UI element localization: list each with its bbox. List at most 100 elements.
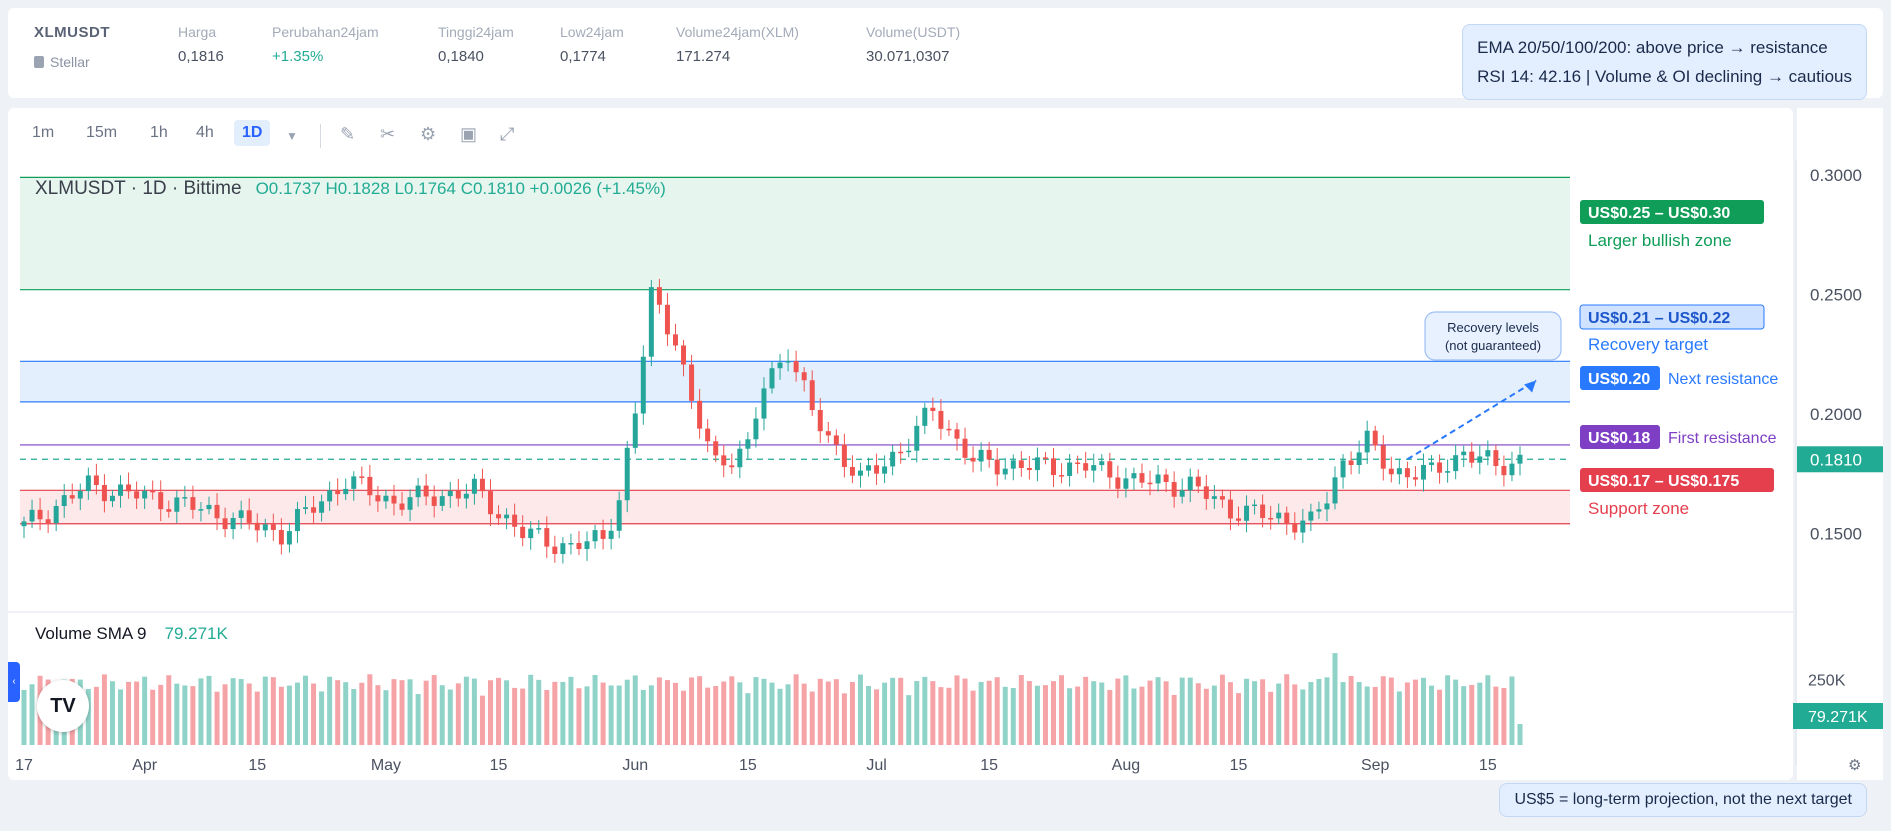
volume-bar — [713, 686, 719, 745]
volume-bar — [1252, 681, 1258, 745]
candle-body — [817, 410, 823, 432]
recovery-annotation-bubble — [1424, 311, 1562, 361]
candle-body — [906, 450, 912, 453]
candle-body — [45, 519, 51, 523]
interval-1h[interactable]: 1h — [150, 124, 168, 141]
candle-body — [1163, 474, 1169, 483]
candle-body — [777, 362, 783, 369]
chevron-down-icon[interactable]: ▼ — [286, 129, 298, 143]
volume-bar — [777, 688, 783, 745]
interval-1d[interactable]: 1D — [234, 120, 271, 146]
candle-body — [753, 418, 759, 440]
interval-1m[interactable]: 1m — [32, 124, 55, 141]
volume-bar — [85, 688, 91, 745]
volume-bar — [560, 681, 566, 745]
candle-body — [769, 368, 775, 389]
volume-bar — [1380, 676, 1386, 745]
candle-body — [592, 530, 598, 542]
candle-body — [1396, 468, 1402, 475]
volume-bar — [681, 690, 687, 745]
volume-bar — [1139, 686, 1145, 745]
candle-body — [303, 507, 308, 509]
candle-body — [544, 528, 550, 547]
candle-body — [713, 441, 719, 456]
candle-body — [1300, 520, 1306, 533]
pencil-icon[interactable]: ✎ — [340, 124, 356, 144]
volume-bar — [970, 690, 976, 745]
volume-sma-tag-text: 79.271K — [1808, 709, 1868, 726]
candle-body — [455, 490, 461, 499]
candle-body — [447, 490, 453, 497]
volume-bar — [1284, 674, 1290, 745]
volume-bar — [1123, 675, 1129, 745]
candle-body — [1437, 462, 1443, 473]
volume-bar — [793, 674, 799, 745]
volume-bar — [1493, 686, 1499, 745]
save-icon[interactable]: ▣ — [460, 124, 478, 144]
candle-body — [664, 304, 670, 335]
recovery-zone-name: Recovery target — [1588, 335, 1708, 354]
candle-body — [286, 531, 292, 545]
candle-body — [761, 388, 767, 419]
candle-body — [994, 459, 1000, 475]
coin-icon — [34, 56, 44, 68]
candle-body — [1477, 456, 1483, 463]
candle-body — [206, 504, 212, 510]
candle-body — [616, 500, 622, 531]
candle-body — [1075, 462, 1081, 464]
volume-bar — [954, 675, 960, 745]
volume-bar — [1517, 724, 1523, 745]
candle-body — [576, 542, 582, 550]
candle-body — [536, 528, 542, 530]
volume-bar — [407, 679, 413, 745]
candle-body — [809, 380, 815, 411]
volume-bar — [1412, 679, 1418, 745]
scissors-icon[interactable]: ✂ — [380, 124, 396, 144]
candle-body — [126, 484, 132, 492]
volume-bar — [608, 685, 614, 745]
volume-bar — [705, 687, 711, 745]
volume-bar — [978, 682, 984, 745]
volume-bar — [391, 679, 397, 745]
volume-bar — [914, 681, 920, 745]
volume-bar — [568, 676, 574, 745]
volume-bar — [1308, 682, 1314, 745]
candle-body — [1485, 450, 1491, 457]
volume-bar — [198, 678, 204, 745]
candle-body — [600, 530, 606, 539]
projection-arrow — [1406, 379, 1537, 461]
volume-bar — [471, 678, 477, 745]
time-tick-7: Jul — [866, 757, 886, 774]
price-tick-2: 0.2000 — [1810, 405, 1862, 424]
time-tick-5: Jun — [622, 757, 648, 774]
candle-body — [648, 287, 654, 357]
candle-body — [560, 543, 566, 555]
support-zone-name: Support zone — [1588, 499, 1689, 518]
toolbar-divider — [320, 124, 321, 148]
collapse-left-panel-icon[interactable]: ‹ — [8, 662, 20, 702]
stat-high: Tinggi24jam 0,1840 — [438, 24, 514, 65]
interval-4h[interactable]: 4h — [196, 124, 214, 141]
price-tick-0: 0.3000 — [1810, 166, 1862, 185]
volume-bar — [866, 686, 872, 745]
volume-bar — [938, 687, 944, 745]
candle-body — [496, 514, 502, 519]
candle-body — [1083, 463, 1089, 471]
fullscreen-icon[interactable]: ⤢ — [500, 124, 515, 144]
candle-body — [343, 488, 349, 495]
candle-body — [407, 497, 413, 510]
volume-bar — [142, 676, 148, 745]
volume-bar — [101, 674, 107, 745]
indicators-icon[interactable]: ⚙ — [420, 124, 437, 144]
candle-body — [439, 496, 445, 506]
ticker-symbol[interactable]: XLMUSDT — [34, 24, 110, 41]
interval-15m[interactable]: 15m — [86, 124, 118, 141]
candle-body — [77, 491, 83, 499]
volume-bar — [1010, 688, 1016, 745]
candle-body — [1091, 465, 1097, 471]
volume-bar — [174, 683, 180, 745]
volume-sma-tag — [1793, 703, 1883, 729]
candle-body — [1517, 454, 1523, 464]
volume-bar — [158, 684, 164, 745]
